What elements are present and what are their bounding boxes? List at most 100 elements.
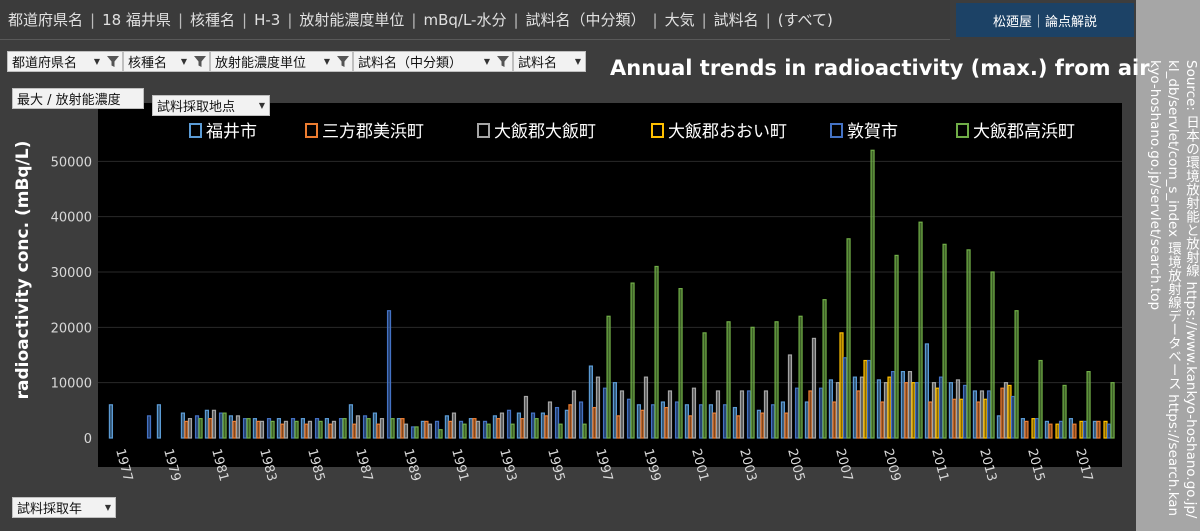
- bar-大飯郡大飯町: [811, 337, 817, 439]
- filter-chip-nuclide[interactable]: 核種名 ▼: [123, 51, 210, 72]
- bar-大飯郡高浜町: [966, 249, 971, 439]
- legend-swatch: [477, 123, 490, 138]
- bar-敦賀市: [1082, 420, 1088, 439]
- y-tick-label: 40000: [51, 211, 92, 226]
- bar-大飯郡高浜町: [486, 423, 491, 439]
- crumb-separator: |: [177, 10, 183, 29]
- axis-field-chip[interactable]: 試料採取年 ▼: [12, 497, 116, 518]
- bar-福井市: [516, 412, 522, 439]
- bar-三方郡美浜町: [472, 418, 477, 439]
- bar-福井市: [828, 379, 834, 439]
- y-tick-label: 0: [84, 432, 92, 447]
- bar-三方郡美浜町: [1072, 423, 1077, 439]
- filter-crumb: 放射能濃度単位: [299, 11, 405, 29]
- legend-swatch: [651, 123, 664, 138]
- bar-福井市: [396, 418, 402, 439]
- bar-大飯郡大飯町: [715, 390, 721, 439]
- bar-大飯郡大飯町: [499, 412, 505, 439]
- bar-大飯郡高浜町: [798, 315, 803, 439]
- bar-大飯郡高浜町: [846, 238, 851, 439]
- filter-chip-sample-category[interactable]: 試料名（中分類） ▼: [353, 51, 513, 72]
- legend-label: 敦賀市: [847, 122, 898, 142]
- bar-敦賀市: [650, 404, 656, 439]
- bar-三方郡美浜町: [952, 398, 957, 439]
- bar-敦賀市: [242, 418, 248, 439]
- bar-大飯郡大飯町: [307, 420, 313, 439]
- bar-福井市: [420, 420, 426, 439]
- brand-badge[interactable]: 松廼屋｜論点解説: [956, 3, 1134, 37]
- bar-大飯郡大飯町: [787, 354, 793, 439]
- bar-大飯郡高浜町: [606, 315, 611, 439]
- bar-大飯郡大飯町: [883, 382, 889, 439]
- bar-敦賀市: [194, 415, 200, 439]
- bar-大飯郡高浜町: [342, 418, 347, 439]
- bar-福井市: [636, 404, 642, 439]
- bar-大飯郡高浜町: [366, 418, 371, 439]
- bar-敦賀市: [506, 409, 512, 439]
- filter-chip-prefecture[interactable]: 都道府県名 ▼: [7, 51, 123, 72]
- bar-敦賀市: [842, 357, 848, 439]
- bar-大飯郡おおい町: [983, 398, 988, 439]
- bar-福井市: [300, 418, 306, 439]
- bar-三方郡美浜町: [496, 418, 501, 439]
- bar-敦賀市: [1034, 418, 1040, 439]
- bar-大飯郡大飯町: [259, 420, 265, 439]
- filter-chip-sample-name[interactable]: 試料名 ▼: [513, 51, 586, 72]
- bar-大飯郡大飯町: [523, 395, 529, 439]
- series-field-label: 試料採取地点: [157, 100, 236, 115]
- bar-三方郡美浜町: [280, 423, 285, 439]
- filter-summary-bar: 都道府県名 | 18 福井県 | 核種名 | H-3 | 放射能濃度単位 | mBq/L-水分 | 試料…: [0, 0, 950, 40]
- bar-福井市: [660, 401, 666, 439]
- bar-大飯郡高浜町: [294, 420, 299, 439]
- bar-大飯郡高浜町: [534, 418, 539, 439]
- bar-大飯郡高浜町: [1086, 371, 1091, 439]
- filter-crumb: 都道府県名: [8, 11, 84, 29]
- dropdown-arrow-icon: ▼: [104, 503, 111, 512]
- bar-大飯郡大飯町: [547, 401, 553, 439]
- bar-大飯郡大飯町: [187, 418, 193, 439]
- bar-福井市: [708, 404, 714, 439]
- bar-敦賀市: [386, 310, 392, 439]
- legend-label: 大飯郡大飯町: [494, 122, 596, 142]
- bar-敦賀市: [602, 387, 608, 439]
- bar-敦賀市: [770, 404, 776, 439]
- bar-大飯郡大飯町: [859, 376, 865, 439]
- y-tick-label: 30000: [51, 266, 92, 281]
- bar-福井市: [684, 404, 690, 439]
- dropdown-arrow-icon: ▼: [323, 57, 330, 66]
- filter-chip-unit[interactable]: 放射能濃度単位 ▼: [210, 51, 353, 72]
- crumb-separator: |: [513, 10, 519, 29]
- bar-大飯郡高浜町: [414, 426, 419, 439]
- series-field-chip[interactable]: 試料採取地点 ▼: [152, 95, 270, 116]
- bar-三方郡美浜町: [808, 390, 813, 439]
- value-field-chip[interactable]: 最大 / 放射能濃度: [12, 88, 144, 109]
- bar-三方郡美浜町: [256, 420, 261, 439]
- bar-大飯郡大飯町: [979, 390, 985, 439]
- bar-三方郡美浜町: [232, 420, 237, 439]
- crumb-separator: |: [652, 10, 658, 29]
- filter-chip-label: 都道府県名: [12, 56, 78, 71]
- y-axis-label: radioactivity conc. (mBq/L): [13, 141, 33, 400]
- bar-福井市: [1068, 418, 1074, 439]
- dropdown-arrow-icon: ▼: [483, 57, 490, 66]
- bar-三方郡美浜町: [1048, 423, 1053, 439]
- bar-大飯郡高浜町: [1014, 310, 1019, 439]
- bar-敦賀市: [146, 415, 152, 439]
- bar-大飯郡高浜町: [822, 299, 827, 439]
- bar-福井市: [540, 412, 546, 439]
- legend-swatch: [305, 123, 318, 138]
- bar-福井市: [444, 415, 450, 439]
- bar-敦賀市: [914, 382, 920, 439]
- dropdown-arrow-icon: ▼: [93, 57, 100, 66]
- bar-大飯郡高浜町: [198, 418, 203, 439]
- y-tick-labels: 0 10000 20000 30000 40000 50000: [51, 155, 92, 447]
- bar-敦賀市: [1010, 395, 1016, 439]
- bar-福井市: [732, 406, 738, 439]
- bar-大飯郡大飯町: [643, 376, 649, 439]
- legend-label: 大飯郡高浜町: [973, 122, 1075, 142]
- filter-chip-label: 試料名（中分類）: [358, 56, 463, 71]
- bar-大飯郡おおい町: [935, 387, 940, 439]
- bar-福井市: [924, 343, 930, 439]
- bar-福井市: [348, 404, 354, 439]
- bar-大飯郡高浜町: [990, 271, 995, 439]
